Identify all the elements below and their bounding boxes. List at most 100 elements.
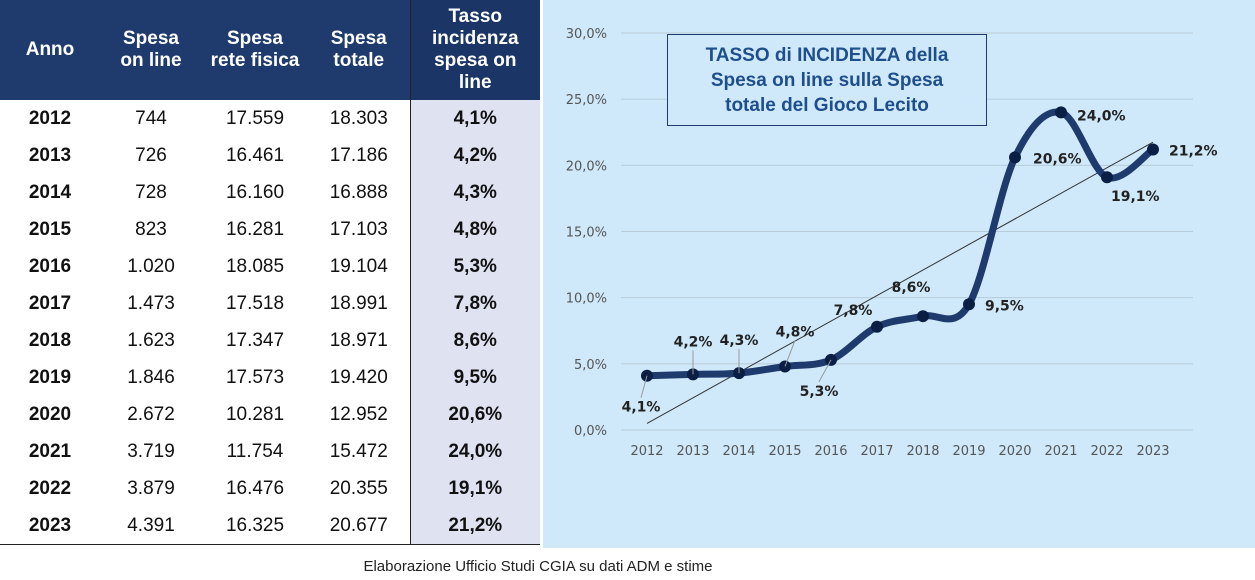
data-point — [1055, 106, 1067, 119]
data-label: 4,8% — [776, 324, 815, 340]
data-label-leader — [784, 340, 796, 367]
cell-spesa-totale: 12.952 — [329, 403, 388, 425]
cell-anno: 2021 — [28, 440, 72, 462]
cell-spesa-totale: 15.472 — [329, 440, 388, 462]
cell-anno: 2023 — [0, 507, 100, 545]
table-row: 2016 1.020 18.085 19.104 5,3% — [0, 248, 540, 285]
cell-spesa-online: 1.623 — [127, 329, 175, 351]
table-row: 2012 744 17.559 18.303 4,1% — [0, 100, 540, 137]
data-point — [1009, 151, 1021, 164]
cell-tasso: 20,6% — [409, 396, 540, 433]
x-tick-label: 2021 — [1044, 444, 1077, 459]
cell-spesa-online: 726 — [135, 144, 167, 166]
chart-panel: 0,0% 5,0% 10,0% 15,0% 20,0% 25,0% 30,0% 2012 201… — [543, 0, 1255, 548]
data-point — [1101, 171, 1113, 184]
cell-spesa-rete-fisica: 17.573 — [225, 366, 285, 388]
chart-title-line-3: totale del Gioco Lecito — [725, 94, 929, 116]
x-tick-label: 2018 — [906, 444, 939, 459]
cell-anno: 2016 — [28, 255, 72, 277]
cell-spesa-totale: 17.186 — [329, 144, 388, 166]
cell-spesa-online: 823 — [135, 218, 167, 240]
data-label: 4,2% — [674, 334, 713, 350]
cell-tasso: 9,5% — [409, 359, 540, 396]
cell-spesa-online: 3.719 — [127, 440, 175, 462]
header-spesa-rete-fisica: Spesa rete fisica — [202, 0, 308, 100]
data-point — [871, 320, 883, 333]
table-body: 2012 744 17.559 18.303 4,1% 2013 726 16.461 17.1… — [0, 100, 540, 545]
cell-tasso: 19,1% — [409, 470, 540, 507]
cell-spesa-rete-fisica: 16.160 — [225, 181, 285, 203]
cell-spesa-rete-fisica: 17.347 — [225, 329, 285, 351]
x-tick-label: 2015 — [768, 444, 801, 459]
cell-anno: 2013 — [28, 144, 72, 166]
cell-anno: 2012 — [28, 107, 72, 129]
cell-tasso: 21,2% — [409, 507, 540, 545]
table-row: 2021 3.719 11.754 15.472 24,0% — [0, 433, 540, 470]
cell-anno: 2014 — [28, 181, 72, 203]
x-tick-label: 2019 — [952, 444, 985, 459]
header-spesa-totale: Spesa totale — [308, 0, 410, 100]
data-label: 24,0% — [1077, 108, 1126, 124]
cell-tasso: 4,2% — [409, 137, 540, 174]
table-row: 2020 2.672 10.281 12.952 20,6% — [0, 396, 540, 433]
cell-anno: 2017 — [28, 292, 72, 314]
cell-anno: 2019 — [28, 366, 72, 388]
cell-spesa-rete-fisica: 18.085 — [225, 255, 285, 277]
data-label: 4,3% — [720, 333, 759, 349]
y-tick-label: 10,0% — [566, 292, 607, 307]
x-tick-label: 2013 — [676, 444, 709, 459]
table-row: 2014 728 16.160 16.888 4,3% — [0, 174, 540, 211]
data-table: Anno Spesa on line Spesa rete fisica Spesa… — [0, 0, 540, 545]
source-note: Elaborazione Ufficio Studi CGIA su dati … — [363, 558, 713, 575]
data-label: 9,5% — [985, 298, 1024, 314]
data-label: 20,6% — [1033, 151, 1082, 167]
table-header-row: Anno Spesa on line Spesa rete fisica Spesa… — [0, 0, 540, 100]
chart-title-line-2: Spesa on line sulla Spesa — [710, 69, 944, 91]
data-label: 21,2% — [1169, 143, 1218, 159]
cell-spesa-rete-fisica: 10.281 — [225, 403, 285, 425]
cell-spesa-online: 744 — [135, 107, 167, 129]
table-row: 2015 823 16.281 17.103 4,8% — [0, 211, 540, 248]
table-row: 2017 1.473 17.518 18.991 7,8% — [0, 285, 540, 322]
data-point — [917, 310, 929, 323]
x-tick-label: 2014 — [722, 444, 755, 459]
cell-anno: 2018 — [28, 329, 72, 351]
cell-spesa-online: 1.846 — [127, 366, 175, 388]
header-tasso-incidenza: Tasso incidenza spesa on line — [409, 0, 540, 100]
x-tick-label: 2016 — [814, 444, 847, 459]
data-label-leader — [640, 375, 648, 398]
header-spesa-online: Spesa on line — [100, 0, 202, 100]
data-label: 8,6% — [892, 280, 931, 296]
cell-spesa-online: 2.672 — [127, 403, 175, 425]
data-point — [963, 298, 975, 311]
cell-tasso: 7,8% — [409, 285, 540, 322]
cell-spesa-totale: 20.355 — [329, 477, 388, 499]
cell-spesa-totale: 18.991 — [329, 292, 388, 314]
data-label: 19,1% — [1111, 189, 1160, 205]
cell-spesa-totale: 19.104 — [329, 255, 388, 277]
table-row: 2023 4.391 16.325 20.677 21,2% — [0, 507, 540, 545]
table-row: 2018 1.623 17.347 18.971 8,6% — [0, 322, 540, 359]
cell-spesa-rete-fisica: 16.281 — [225, 218, 285, 240]
cell-anno: 2020 — [28, 403, 72, 425]
chart-title-line-1: TASSO di INCIDENZA della — [705, 44, 949, 66]
x-tick-label: 2012 — [630, 444, 663, 459]
cell-spesa-rete-fisica: 16.476 — [225, 477, 285, 499]
cell-spesa-rete-fisica: 16.461 — [225, 144, 285, 166]
cell-anno: 2015 — [28, 218, 72, 240]
cell-spesa-online: 728 — [135, 181, 167, 203]
x-tick-label: 2022 — [1090, 444, 1123, 459]
cell-anno: 2022 — [28, 477, 72, 499]
table-row: 2019 1.846 17.573 19.420 9,5% — [0, 359, 540, 396]
data-label: 7,8% — [834, 303, 873, 319]
cell-tasso: 4,8% — [409, 211, 540, 248]
x-tick-label: 2023 — [1136, 444, 1169, 459]
cell-spesa-totale: 18.303 — [329, 107, 388, 129]
cell-spesa-rete-fisica: 17.559 — [225, 107, 285, 129]
header-anno: Anno — [0, 0, 100, 100]
cell-spesa-online: 1.473 — [127, 292, 175, 314]
cell-spesa-online: 3.879 — [127, 477, 175, 499]
cell-spesa-rete-fisica: 16.325 — [202, 507, 308, 545]
cell-spesa-online: 1.020 — [127, 255, 175, 277]
y-tick-label: 30,0% — [566, 27, 607, 42]
